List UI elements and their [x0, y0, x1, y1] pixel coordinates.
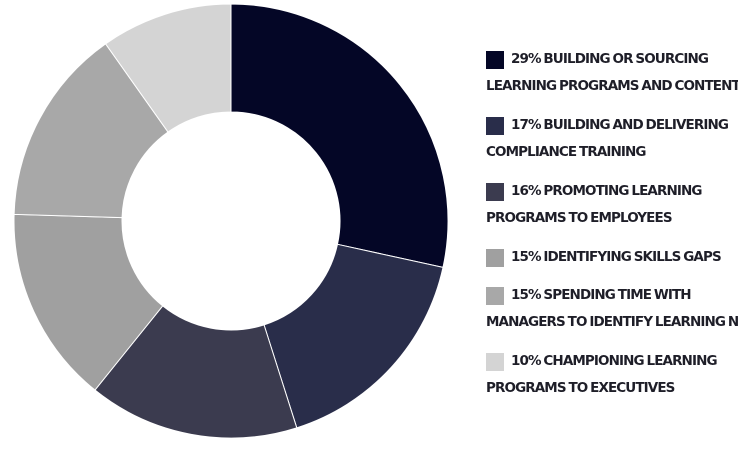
legend-label-line1-6: 10% Championing learning [511, 353, 718, 369]
donut-slice-3 [94, 305, 298, 439]
legend-swatch-6 [486, 353, 504, 371]
legend-label-4: 15% Identifying skills gaps [486, 244, 738, 271]
legend-item-4: 15% Identifying skills gaps [486, 244, 738, 271]
donut-slice-4 [13, 213, 164, 391]
legend-label-line2-6: programs to executives [486, 380, 675, 396]
legend-label-5: 15% Spending time with [486, 282, 738, 309]
legend-item-1: 29% Building or sourcing learning program… [486, 46, 738, 100]
donut-slice-5 [13, 43, 169, 219]
donut-slice-1 [230, 3, 449, 269]
legend-label-3: 16% Promoting learning [486, 178, 738, 205]
donut-slice-2 [263, 243, 444, 429]
legend-label-line2-2: compliance training [486, 144, 646, 160]
legend-label-6: 10% Championing learning [486, 348, 738, 375]
legend-label-line2-3: programs to employees [486, 210, 673, 226]
legend-label-2: 17% Building and delivering [486, 112, 738, 139]
legend-label-line1-2: 17% Building and delivering [511, 117, 729, 133]
legend-swatch-3 [486, 183, 504, 201]
legend-swatch-5 [486, 287, 504, 305]
legend-item-6: 10% Championing learning programs to exec… [486, 348, 738, 402]
legend-label-line1-4: 15% Identifying skills gaps [511, 249, 722, 265]
legend-item-3: 16% Promoting learning programs to employ… [486, 178, 738, 232]
legend-swatch-1 [486, 51, 504, 69]
legend-label-line2-5: managers to identify learning needs [486, 314, 738, 330]
legend-item-5: 15% Spending time with managers to identi… [486, 282, 738, 336]
legend-swatch-2 [486, 117, 504, 135]
legend-label-line1-1: 29% Building or sourcing [511, 51, 709, 67]
legend-label-line2-1: learning programs and content [486, 78, 738, 94]
legend-swatch-4 [486, 249, 504, 267]
legend-item-2: 17% Building and delivering compliance tr… [486, 112, 738, 166]
legend-label-line1-5: 15% Spending time with [511, 287, 692, 303]
donut-chart [13, 3, 449, 439]
legend-label-line1-3: 16% Promoting learning [511, 183, 702, 199]
donut-slice-6 [104, 3, 232, 133]
legend-label-1: 29% Building or sourcing [486, 46, 738, 73]
